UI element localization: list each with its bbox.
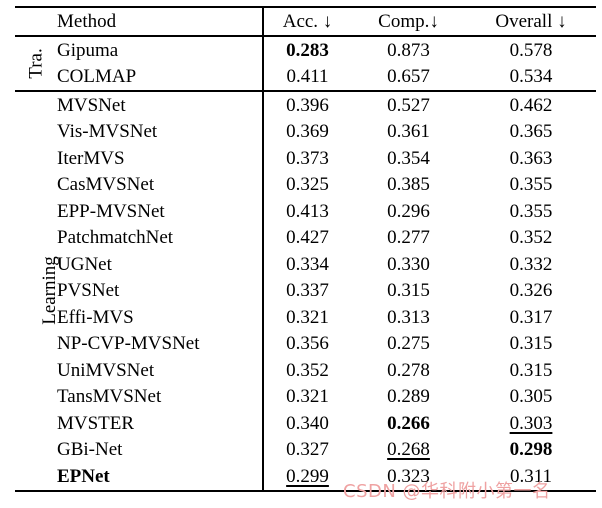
method-cell: EPNet <box>57 465 110 487</box>
table-row: EPNet 0.299 0.323 0.311 <box>15 463 596 491</box>
table-row: Effi-MVS 0.321 0.313 0.317 <box>15 304 596 331</box>
comp-cell: 0.278 <box>387 359 430 381</box>
comp-cell: 0.385 <box>387 174 430 196</box>
acc-cell: 0.427 <box>262 224 352 251</box>
overall-cell: 0.303 <box>509 412 553 434</box>
overall-cell: 0.298 <box>509 439 553 461</box>
method-cell: PVSNet <box>57 280 120 302</box>
acc-cell: 0.321 <box>262 383 352 410</box>
comp-cell: 0.354 <box>387 147 430 169</box>
table-row: COLMAP 0.411 0.657 0.534 <box>15 63 597 92</box>
overall-cell: 0.355 <box>509 174 553 196</box>
col-header-comp: Comp.↓ <box>351 7 467 37</box>
col-header-method: Method <box>15 7 264 37</box>
acc-cell: 0.411 <box>262 63 352 92</box>
table-row: Vis-MVSNet 0.369 0.361 0.365 <box>15 118 596 145</box>
table-row: Tra. Gipuma 0.283 0.873 0.578 <box>15 36 596 92</box>
acc-cell: 0.283 <box>262 36 352 64</box>
method-cell: MVSTER <box>57 412 135 434</box>
overall-cell: 0.315 <box>509 359 553 381</box>
comp-cell: 0.330 <box>387 253 430 275</box>
header-row: Method Acc. ↓ Comp.↓ Overall ↓ <box>15 7 597 37</box>
acc-cell: 0.337 <box>262 277 352 304</box>
comp-cell: 0.275 <box>387 333 430 355</box>
comp-cell: 0.323 <box>387 465 430 487</box>
acc-cell: 0.321 <box>262 304 352 331</box>
table-row: PatchmatchNet 0.427 0.277 0.352 <box>15 224 596 251</box>
comp-cell: 0.289 <box>387 386 430 408</box>
table-row: CasMVSNet 0.325 0.385 0.355 <box>15 171 596 198</box>
comp-cell: 0.277 <box>387 227 430 249</box>
overall-cell: 0.462 <box>509 94 553 116</box>
method-cell: IterMVS <box>57 147 125 169</box>
overall-cell: 0.332 <box>509 253 553 275</box>
overall-cell: 0.311 <box>509 465 553 487</box>
method-cell: COLMAP <box>57 63 264 92</box>
overall-cell: 0.352 <box>509 227 553 249</box>
comp-cell: 0.527 <box>387 94 430 116</box>
col-header-overall: Overall ↓ <box>466 7 597 37</box>
overall-cell: 0.317 <box>509 306 553 328</box>
group-label-learning-text: Learning <box>38 256 60 326</box>
acc-cell: 0.325 <box>262 171 352 198</box>
acc-cell: 0.327 <box>262 436 352 463</box>
table-row: UGNet 0.334 0.330 0.332 <box>15 251 596 278</box>
overall-cell: 0.355 <box>509 200 553 222</box>
method-cell: CasMVSNet <box>57 174 155 196</box>
table-row: UniMVSNet 0.352 0.278 0.315 <box>15 357 596 384</box>
table-row: NP-CVP-MVSNet 0.356 0.275 0.315 <box>15 330 596 357</box>
acc-cell: 0.413 <box>262 198 352 225</box>
acc-cell: 0.334 <box>262 251 352 278</box>
acc-cell: 0.352 <box>262 357 352 384</box>
col-header-acc: Acc. ↓ <box>262 7 352 37</box>
method-cell: UniMVSNet <box>57 359 155 381</box>
group-label-traditional-text: Tra. <box>25 48 47 79</box>
group-label-traditional: Tra. <box>15 36 57 92</box>
overall-cell: 0.315 <box>509 333 553 355</box>
table-row: IterMVS 0.373 0.354 0.363 <box>15 145 596 172</box>
table-row: Learning MVSNet 0.396 0.527 0.462 <box>15 91 596 492</box>
method-cell: MVSNet <box>57 94 126 116</box>
comp-cell: 0.296 <box>387 200 430 222</box>
table-header: Method Acc. ↓ Comp.↓ Overall ↓ <box>15 7 597 37</box>
comp-cell: 0.361 <box>387 121 430 143</box>
acc-cell: 0.373 <box>262 145 352 172</box>
table-row: PVSNet 0.337 0.315 0.326 <box>15 277 596 304</box>
method-cell: TansMVSNet <box>57 386 162 408</box>
acc-cell: 0.396 <box>262 91 352 119</box>
overall-cell: 0.578 <box>509 39 553 61</box>
overall-cell: 0.365 <box>509 121 553 143</box>
comp-cell: 0.268 <box>387 439 430 461</box>
method-cell: PatchmatchNet <box>57 227 174 249</box>
table-row: EPP-MVSNet 0.413 0.296 0.355 <box>15 198 596 225</box>
table-row: TansMVSNet 0.321 0.289 0.305 <box>15 383 596 410</box>
method-cell: NP-CVP-MVSNet <box>57 333 200 355</box>
comp-cell: 0.313 <box>387 306 430 328</box>
comp-cell: 0.266 <box>387 412 430 434</box>
method-cell: UGNet <box>57 253 112 275</box>
acc-cell: 0.299 <box>262 463 352 491</box>
table-row: GBi-Net 0.327 0.268 0.298 <box>15 436 596 463</box>
method-cell: EPP-MVSNet <box>57 200 165 222</box>
overall-cell: 0.363 <box>509 147 553 169</box>
method-cell: Vis-MVSNet <box>57 121 158 143</box>
group-label-learning: Learning <box>15 91 60 492</box>
overall-cell: 0.534 <box>466 63 597 92</box>
acc-cell: 0.369 <box>262 118 352 145</box>
comp-cell: 0.873 <box>387 39 430 61</box>
overall-cell: 0.305 <box>509 386 553 408</box>
csdn-watermark: CSDN @华科附小第一名 <box>343 481 551 502</box>
results-table: Method Acc. ↓ Comp.↓ Overall ↓ Tra. Gipu… <box>15 6 597 492</box>
acc-cell: 0.356 <box>262 330 352 357</box>
table-row: MVSTER 0.340 0.266 0.303 <box>15 410 596 437</box>
method-cell: Effi-MVS <box>57 306 134 328</box>
table-body: Tra. Gipuma 0.283 0.873 0.578 COLMAP 0.4… <box>15 36 597 492</box>
comp-cell: 0.315 <box>387 280 430 302</box>
method-cell: Gipuma <box>57 39 119 61</box>
acc-cell: 0.340 <box>262 410 352 437</box>
method-cell: GBi-Net <box>57 439 123 461</box>
overall-cell: 0.326 <box>509 280 553 302</box>
comp-cell: 0.657 <box>351 63 467 92</box>
